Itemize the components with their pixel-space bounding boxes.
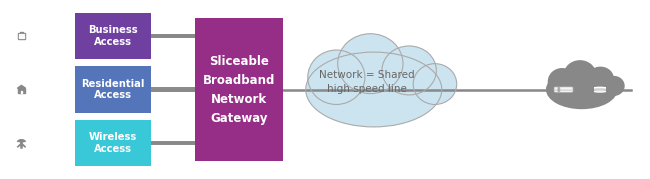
- Polygon shape: [18, 85, 25, 88]
- Ellipse shape: [413, 64, 457, 105]
- FancyBboxPatch shape: [554, 89, 573, 91]
- Bar: [19, 37, 20, 38]
- Circle shape: [558, 89, 560, 90]
- Ellipse shape: [338, 34, 403, 94]
- Text: Residential
Access: Residential Access: [81, 79, 145, 100]
- FancyBboxPatch shape: [75, 120, 151, 166]
- Ellipse shape: [548, 68, 577, 95]
- Bar: [19, 34, 20, 35]
- Bar: [19, 36, 20, 37]
- Bar: [23, 37, 24, 38]
- FancyBboxPatch shape: [195, 18, 283, 161]
- Ellipse shape: [564, 60, 597, 90]
- Text: Sliceable
Broadband
Network
Gateway: Sliceable Broadband Network Gateway: [203, 54, 275, 125]
- Bar: [18, 33, 25, 39]
- Text: Business
Access: Business Access: [88, 25, 138, 47]
- Ellipse shape: [306, 52, 442, 127]
- Bar: [594, 87, 606, 92]
- Ellipse shape: [587, 67, 614, 91]
- Bar: [21, 91, 22, 93]
- Text: Network = Shared
high speed line: Network = Shared high speed line: [319, 70, 415, 94]
- Ellipse shape: [603, 76, 625, 96]
- FancyBboxPatch shape: [554, 90, 573, 92]
- Bar: [23, 36, 24, 37]
- Ellipse shape: [594, 87, 606, 88]
- Ellipse shape: [307, 50, 365, 105]
- Bar: [23, 34, 24, 35]
- FancyBboxPatch shape: [75, 66, 151, 113]
- Bar: [18, 88, 25, 93]
- Bar: [20, 32, 23, 33]
- Ellipse shape: [382, 46, 436, 95]
- Text: Wireless
Access: Wireless Access: [89, 132, 137, 154]
- Ellipse shape: [546, 70, 618, 109]
- FancyBboxPatch shape: [554, 87, 573, 89]
- Ellipse shape: [594, 91, 606, 93]
- FancyBboxPatch shape: [75, 13, 151, 59]
